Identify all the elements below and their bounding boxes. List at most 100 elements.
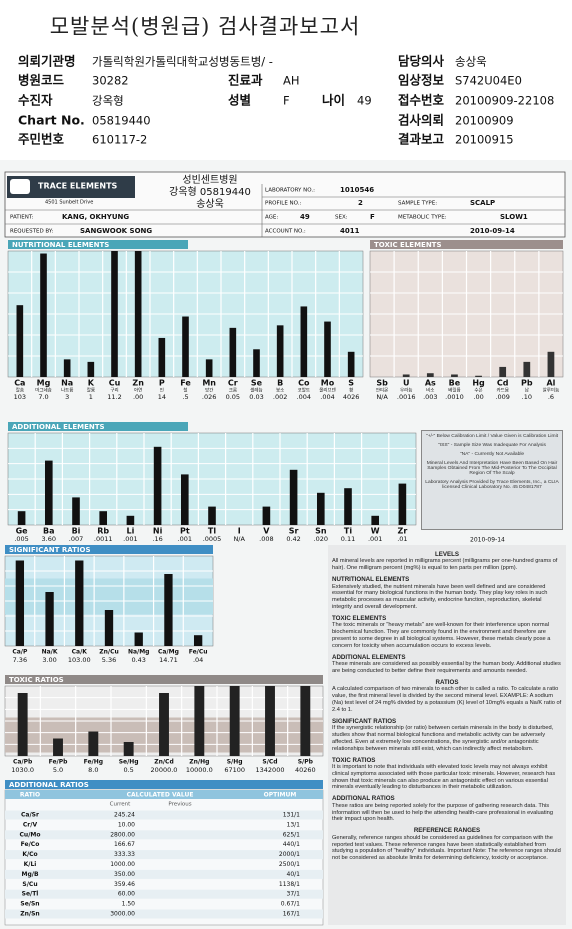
element-label: Ni bbox=[153, 527, 163, 536]
element-korean: 코발트 bbox=[298, 387, 310, 394]
ratio-value: 2800.00 bbox=[110, 831, 135, 838]
element-label: S/Pb bbox=[298, 759, 314, 766]
legend-note: "NA" - Currently Not Available bbox=[459, 452, 525, 457]
element-label: Fe bbox=[180, 379, 191, 388]
bar bbox=[229, 686, 240, 756]
bar bbox=[451, 374, 458, 377]
element-value: 7.0 bbox=[38, 393, 48, 401]
element-label: Ca/P bbox=[12, 649, 28, 656]
ratio-value: 245.24 bbox=[114, 812, 135, 819]
ratio-optimum: 440/1 bbox=[283, 841, 300, 848]
element-label: Co bbox=[298, 379, 310, 388]
element-label: Al bbox=[546, 379, 555, 388]
info-value: F bbox=[283, 94, 290, 108]
element-value: .001 bbox=[178, 535, 192, 543]
info-label: 담당의사 bbox=[398, 54, 445, 69]
ratio-value: 1000.00 bbox=[110, 861, 135, 868]
legend-note: Mineral Levels And Interpretation Have B… bbox=[426, 461, 558, 476]
element-label: Sb bbox=[376, 379, 388, 388]
element-value: 1 bbox=[89, 393, 93, 401]
bar bbox=[17, 511, 26, 525]
bar bbox=[153, 446, 162, 525]
info-label: 임상정보 bbox=[398, 73, 445, 88]
element-label: Sn bbox=[315, 527, 327, 536]
info-label: 수진자 bbox=[18, 93, 53, 108]
bar bbox=[300, 306, 308, 377]
element-korean: 철 bbox=[183, 387, 187, 394]
element-label: S bbox=[348, 379, 354, 388]
element-value: 0.5 bbox=[123, 766, 133, 774]
ratio-optimum: 1138/1 bbox=[279, 881, 300, 888]
element-value: 3 bbox=[65, 393, 69, 401]
bar bbox=[194, 686, 205, 756]
element-value: .01 bbox=[397, 535, 407, 543]
bar bbox=[182, 316, 189, 377]
bar bbox=[499, 366, 507, 377]
bar bbox=[208, 506, 216, 525]
element-value: .0010 bbox=[445, 393, 464, 401]
element-value: 0.11 bbox=[341, 535, 355, 543]
element-value: .001 bbox=[123, 535, 137, 543]
note-text: These minerals are considered as possibl… bbox=[332, 661, 561, 675]
element-value: 40260 bbox=[295, 766, 316, 774]
field-label: PROFILE NO.: bbox=[265, 201, 302, 207]
report-date: 2010-09-14 bbox=[470, 227, 515, 235]
notes-column: LEVELS All mineral levels are reported in… bbox=[328, 545, 566, 925]
element-label: Na bbox=[61, 379, 73, 388]
element-korean: 크롬 bbox=[229, 388, 237, 394]
section-title: NUTRITIONAL ELEMENTS bbox=[12, 241, 109, 249]
info-value: 610117-2 bbox=[92, 133, 147, 147]
field-label: SEX: bbox=[335, 215, 348, 221]
note-heading: ADDITIONAL RATIOS bbox=[332, 795, 395, 803]
table-stripe bbox=[5, 909, 323, 919]
bar bbox=[402, 374, 410, 377]
info-value: AH bbox=[283, 74, 300, 88]
element-korean: 인 bbox=[160, 387, 164, 394]
info-value: 송상욱 bbox=[455, 55, 487, 69]
bar bbox=[134, 251, 142, 377]
section-header bbox=[5, 545, 213, 554]
note-heading: SIGNIFICANT RATIOS bbox=[332, 717, 397, 725]
column-header: OPTIMUM bbox=[264, 792, 297, 799]
element-label: Rb bbox=[97, 527, 109, 536]
element-value: .005 bbox=[14, 535, 28, 543]
info-value: S742U04E0 bbox=[455, 74, 522, 88]
note-heading: REFERENCE RANGES bbox=[413, 827, 481, 835]
ratio-value: 166.67 bbox=[114, 841, 135, 848]
ratio-optimum: 2500/1 bbox=[279, 861, 300, 868]
note-text: A calculated comparison of two minerals … bbox=[332, 686, 562, 713]
element-label: Bi bbox=[72, 527, 81, 536]
element-label: Fe/Cu bbox=[189, 649, 208, 656]
info-value: 30282 bbox=[92, 74, 129, 88]
bar bbox=[426, 373, 434, 377]
field-value: F bbox=[370, 213, 375, 221]
ratio-name: Mg/B bbox=[21, 871, 38, 878]
ratio-optimum: 13/1 bbox=[287, 821, 301, 828]
bar bbox=[253, 349, 260, 377]
ratio-value: 333.33 bbox=[114, 851, 135, 858]
info-label: 주민번호 bbox=[18, 132, 65, 147]
note-heading: TOXIC RATIOS bbox=[332, 756, 376, 764]
bar bbox=[347, 351, 355, 377]
element-label: Pb bbox=[521, 379, 533, 388]
bar bbox=[134, 632, 143, 646]
element-value: .003 bbox=[423, 393, 437, 401]
element-value: .04 bbox=[193, 656, 203, 664]
info-value: 강옥형 bbox=[92, 94, 124, 108]
info-value: 20100915 bbox=[455, 133, 514, 147]
ratio-value: 10.00 bbox=[118, 821, 135, 828]
section-title: TOXIC RATIOS bbox=[9, 676, 64, 684]
element-korean: 아연 bbox=[134, 387, 142, 394]
ratio-name: K/Li bbox=[24, 861, 37, 868]
element-value: .008 bbox=[259, 535, 273, 543]
element-value: 11.2 bbox=[107, 393, 121, 401]
element-label: Tl bbox=[208, 527, 216, 536]
section-title: ADDITIONAL RATIOS bbox=[9, 781, 89, 789]
element-label: Cd bbox=[497, 379, 509, 388]
element-value: .0011 bbox=[94, 535, 113, 543]
element-label: Se bbox=[251, 379, 263, 388]
ratio-optimum: 37/1 bbox=[287, 891, 301, 898]
element-value: .5 bbox=[182, 393, 188, 401]
ratio-name: Se/Tl bbox=[22, 891, 39, 898]
